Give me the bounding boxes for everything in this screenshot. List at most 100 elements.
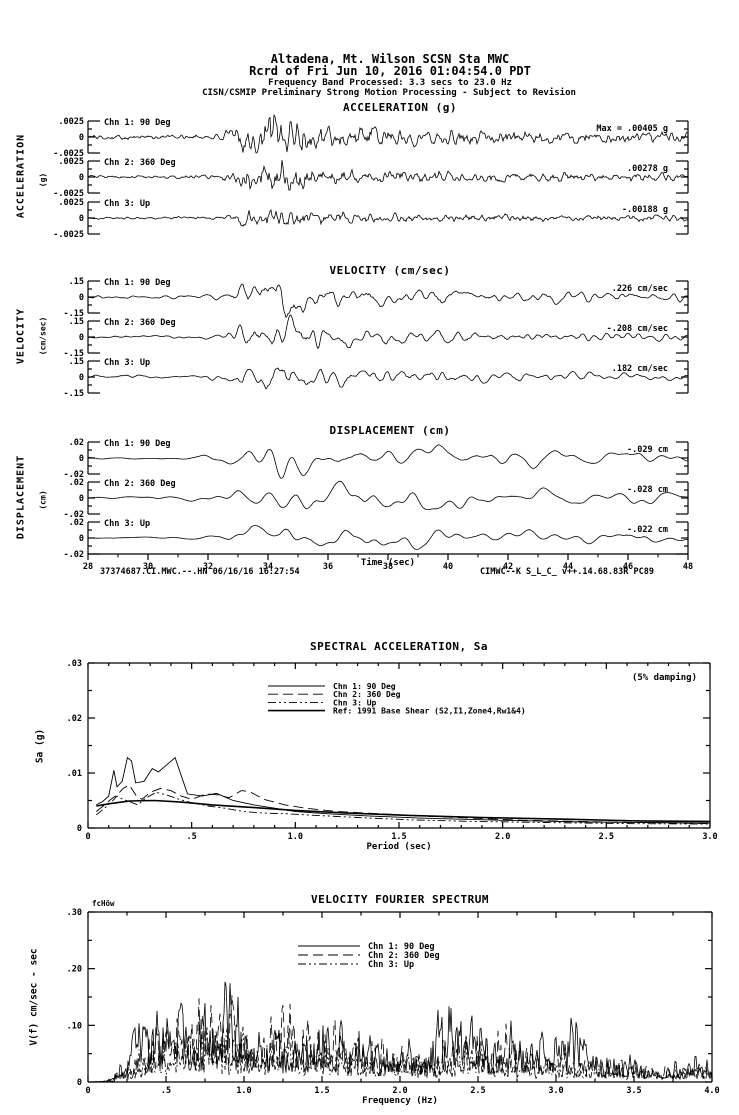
sa-curve <box>96 756 711 824</box>
fourier-corner-label: fcHöw <box>92 899 115 908</box>
sa-x-tick-label: 1.0 <box>288 832 303 842</box>
sa-y-tick-label: .03 <box>67 659 82 669</box>
time-tick-label: 36 <box>323 562 333 572</box>
time-tick-label: 28 <box>83 562 93 572</box>
y-tick-label: .15 <box>69 357 84 367</box>
channel-label: Chn 3: Up <box>104 519 150 529</box>
processing-code-footer: CIMWC--K S_L_C_ v++.14.68.83R PC89 <box>480 567 654 577</box>
sa-y-tick-label: .01 <box>67 769 82 779</box>
time-tick-label: 44 <box>563 562 573 572</box>
sa-x-tick-label: 3.0 <box>702 832 717 842</box>
channel-label: Chn 1: 90 Deg <box>104 118 171 128</box>
fs-legend-label: Chn 3: Up <box>368 960 414 970</box>
y-tick-label: .0025 <box>58 198 84 208</box>
fourier-xlabel: Frequency (Hz) <box>362 1096 438 1106</box>
y-tick-label: .02 <box>69 478 84 488</box>
peak-value-label: -.022 cm <box>627 525 668 535</box>
fs-x-tick-label: 2.5 <box>470 1086 485 1096</box>
seismogram-trace <box>87 367 689 390</box>
time-tick-label: 40 <box>443 562 453 572</box>
time-tick-label: 38 <box>383 562 393 572</box>
time-tick-label: 48 <box>683 562 693 572</box>
fs-legend-label: Chn 1: 90 Deg <box>368 942 435 952</box>
y-tick-label: .02 <box>69 438 84 448</box>
sa-legend-label: Chn 1: 90 Deg <box>333 682 396 691</box>
fs-x-tick-label: 3.0 <box>548 1086 563 1096</box>
y-tick-label: -.02 <box>64 470 84 480</box>
y-tick-label: -.0025 <box>53 189 84 199</box>
sa-legend-label: Chn 2: 360 Deg <box>333 690 401 699</box>
seismogram-trace <box>88 314 689 350</box>
peak-value-label: -.028 cm <box>627 485 668 495</box>
y-tick-label: 0 <box>79 293 84 303</box>
sa-title: SPECTRAL ACCELERATION, Sa <box>309 640 489 653</box>
processing-note: CISN/CSMIP Preliminary Strong Motion Pro… <box>202 88 576 98</box>
channel-label: Chn 3: Up <box>104 358 150 368</box>
y-tick-label: 0 <box>79 494 84 504</box>
y-tick-label: .02 <box>69 518 84 528</box>
sa-y-tick-label: .02 <box>67 714 82 724</box>
y-tick-label: 0 <box>79 534 84 544</box>
y-tick-label: 0 <box>79 173 84 183</box>
sa-curve <box>96 791 711 825</box>
channel-label: Chn 3: Up <box>104 199 150 209</box>
y-tick-label: 0 <box>79 214 84 224</box>
frequency-band-note: Frequency Band Processed: 3.3 secs to 23… <box>268 78 512 88</box>
time-tick-label: 42 <box>503 562 513 572</box>
channel-label: Chn 2: 360 Deg <box>104 318 176 328</box>
fs-y-tick-label: 0 <box>77 1078 82 1088</box>
sa-legend-label: Ref: 1991 Base Shear (S2,I1,Zone4,Rw1&4) <box>333 707 526 716</box>
peak-value-label: .226 cm/sec <box>612 284 668 294</box>
channel-label: Chn 1: 90 Deg <box>104 278 171 288</box>
fs-legend-label: Chn 2: 360 Deg <box>368 951 440 961</box>
sa-legend-label: Chn 3: Up <box>333 698 377 707</box>
fourier-spectrum-trace <box>88 981 713 1083</box>
seismogram-trace <box>87 283 689 319</box>
sa-x-tick-label: 2.5 <box>599 832 614 842</box>
y-tick-label: .15 <box>69 317 84 327</box>
fs-y-tick-label: .20 <box>67 965 82 975</box>
fourier-spectrum-trace <box>88 995 713 1083</box>
sa-x-tick-label: .5 <box>187 832 197 842</box>
sa-x-tick-label: 0 <box>85 832 90 842</box>
seismogram-trace <box>87 209 689 227</box>
channel-label: Chn 1: 90 Deg <box>104 439 171 449</box>
record-id-footer: 37374687.CI.MWC.--.HN 06/16/16 16:27:54 <box>100 567 300 577</box>
y-tick-label: -.15 <box>64 389 84 399</box>
y-tick-label: 0 <box>79 454 84 464</box>
fs-x-tick-label: .5 <box>161 1086 171 1096</box>
y-tick-label: -.15 <box>64 309 84 319</box>
peak-value-label: .00278 g <box>627 164 668 174</box>
fs-x-tick-label: 1.5 <box>314 1086 329 1096</box>
fourier-spectrum-trace <box>88 1025 713 1083</box>
sa-xlabel: Period (sec) <box>366 842 432 852</box>
peak-value-label: -.208 cm/sec <box>607 324 668 334</box>
displacement-title: DISPLACEMENT (cm) <box>329 424 451 437</box>
sa-x-tick-label: 1.5 <box>391 832 406 842</box>
y-tick-label: 0 <box>79 133 84 143</box>
acceleration-title: ACCELERATION (g) <box>343 101 457 114</box>
fs-x-tick-label: 0 <box>85 1086 90 1096</box>
y-tick-label: 0 <box>79 333 84 343</box>
peak-value-label: .182 cm/sec <box>612 364 668 374</box>
peak-value-label: -.00188 g <box>622 205 668 215</box>
time-tick-label: 30 <box>143 562 153 572</box>
y-tick-label: .0025 <box>58 157 84 167</box>
seismogram-trace <box>88 444 689 479</box>
channel-label: Chn 2: 360 Deg <box>104 479 176 489</box>
y-tick-label: -.0025 <box>53 230 84 240</box>
fs-x-tick-label: 3.5 <box>626 1086 641 1096</box>
time-tick-label: 34 <box>263 562 273 572</box>
time-tick-label: 46 <box>623 562 633 572</box>
fs-x-tick-label: 1.0 <box>236 1086 251 1096</box>
seismogram-trace <box>87 160 689 191</box>
time-axis-label: Time (sec) <box>360 558 416 568</box>
fs-y-tick-label: .30 <box>67 908 82 918</box>
y-tick-label: -.15 <box>64 349 84 359</box>
channel-label: Chn 2: 360 Deg <box>104 158 176 168</box>
time-tick-label: 32 <box>203 562 213 572</box>
damping-note: (5% damping) <box>631 673 697 683</box>
fs-y-tick-label: .10 <box>67 1021 82 1031</box>
sa-y-tick-label: 0 <box>77 824 82 834</box>
